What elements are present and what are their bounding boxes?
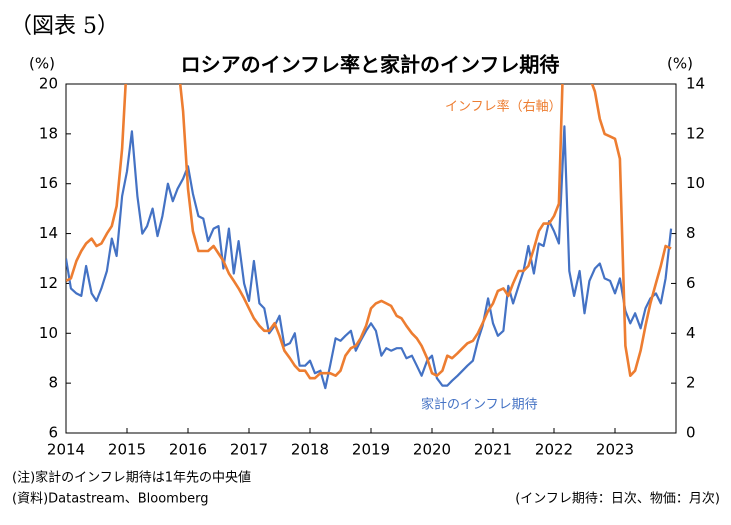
y-tick-label: 12 bbox=[39, 274, 58, 292]
y-tick-label: 6 bbox=[48, 424, 58, 442]
y-tick-label: 10 bbox=[39, 324, 58, 342]
y-unit: (%) bbox=[29, 55, 55, 73]
y-tick-label: 8 bbox=[48, 374, 58, 392]
y2-tick-label: 10 bbox=[686, 174, 705, 192]
y-tick-label: 20 bbox=[39, 75, 58, 93]
y2-tick-label: 8 bbox=[686, 224, 696, 242]
x-tick-label: 2021 bbox=[474, 441, 512, 459]
y-tick-label: 16 bbox=[39, 174, 58, 192]
source: (資料)Datastream、Bloomberg bbox=[12, 492, 208, 507]
x-tick-label: 2015 bbox=[108, 441, 146, 459]
y2-tick-label: 14 bbox=[686, 75, 705, 93]
note: (注)家計のインフレ期待は1年先の中央値 bbox=[12, 470, 251, 486]
y2-tick-label: 6 bbox=[686, 274, 696, 292]
series-line bbox=[66, 125, 673, 390]
y2-tick-label: 4 bbox=[686, 324, 696, 342]
figure-label: （図表 5） bbox=[10, 14, 119, 39]
y2-tick-label: 2 bbox=[686, 374, 696, 392]
y-tick-label: 18 bbox=[39, 124, 58, 142]
x-tick-label: 2018 bbox=[291, 441, 329, 459]
x-tick-label: 2022 bbox=[535, 441, 573, 459]
y-tick-label: 14 bbox=[39, 224, 58, 242]
plot-area bbox=[66, 84, 673, 390]
frequency-note: (インフレ期待：日次、物価：月次) bbox=[515, 491, 720, 507]
y2-tick-label: 0 bbox=[686, 424, 696, 442]
x-tick-label: 2020 bbox=[413, 441, 451, 459]
series-line bbox=[66, 84, 672, 380]
x-tick-label: 2016 bbox=[169, 441, 207, 459]
chart-title: ロシアのインフレ率と家計のインフレ期待 bbox=[181, 53, 560, 77]
y2-unit: (%) bbox=[667, 55, 693, 73]
series-label: 家計のインフレ期待 bbox=[421, 397, 538, 413]
series-label: インフレ率（右軸） bbox=[445, 99, 562, 115]
y2-tick-label: 12 bbox=[686, 124, 705, 142]
x-tick-label: 2017 bbox=[230, 441, 268, 459]
plot-frame bbox=[65, 83, 677, 434]
x-tick-label: 2023 bbox=[596, 441, 634, 459]
x-tick-label: 2014 bbox=[47, 441, 85, 459]
x-tick-label: 2019 bbox=[352, 441, 390, 459]
